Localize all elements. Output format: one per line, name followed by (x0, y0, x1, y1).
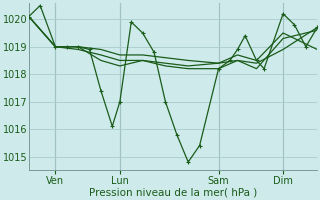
X-axis label: Pression niveau de la mer( hPa ): Pression niveau de la mer( hPa ) (89, 187, 257, 197)
